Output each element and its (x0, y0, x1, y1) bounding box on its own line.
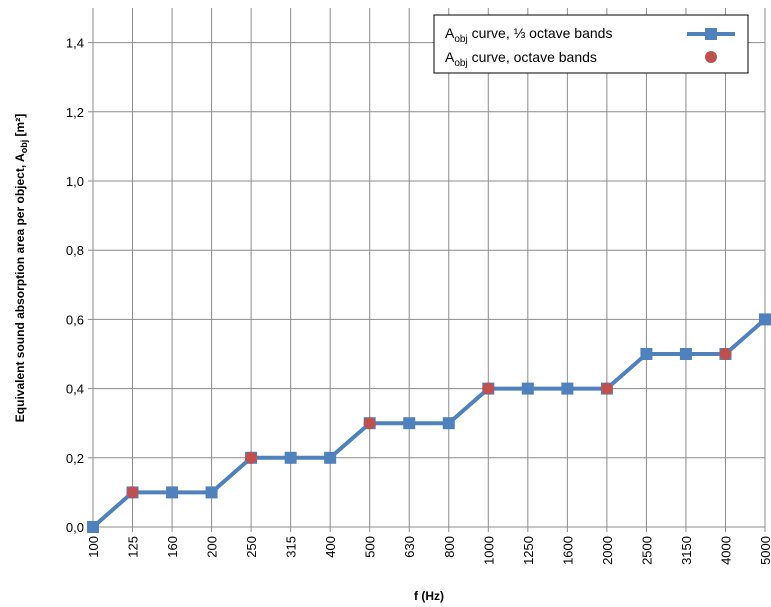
third-octave-marker (521, 382, 534, 395)
y-tick-labels: 0,0 0,2 0,4 0,6 0,8 1,0 1,2 1,4 (66, 36, 84, 535)
x-tick-label: 200 (205, 536, 220, 558)
x-tick-label: 500 (363, 536, 378, 558)
third-octave-marker (561, 382, 574, 395)
y-tick-label: 1,0 (66, 174, 84, 189)
x-tick-label: 1250 (521, 536, 536, 565)
x-axis-title: f (Hz) (414, 589, 444, 603)
x-tick-labels: 100 125 160 200 250 315 400 500 630 800 1000 1250 16… (86, 536, 771, 565)
y-tick-label: 0,2 (66, 451, 84, 466)
third-octave-marker (759, 313, 771, 326)
third-octave-marker (205, 486, 218, 499)
legend: Aobj curve, ⅓ octave bands Aobj curve, o… (433, 14, 749, 74)
legend-1-rest: curve, ⅓ octave bands (468, 25, 613, 41)
octave-marker (126, 486, 139, 499)
grid (93, 8, 766, 527)
legend-marker-third-octave (705, 28, 717, 40)
legend-2-rest: curve, octave bands (468, 49, 597, 65)
legend-marker-octave (705, 51, 717, 63)
y-tick-label: 1,4 (66, 36, 84, 51)
y-tick-label: 0,0 (66, 520, 84, 535)
x-tick-label: 100 (86, 536, 101, 558)
x-tick-label: 800 (442, 536, 457, 558)
y-tick-label: 0,4 (66, 382, 84, 397)
axes (88, 8, 766, 532)
legend-entry-third-octave: Aobj curve, ⅓ octave bands (445, 25, 612, 45)
series-layer (87, 313, 771, 533)
y-tick-label: 0,8 (66, 243, 84, 258)
series-third-octave-line (91, 317, 767, 529)
third-octave-marker (166, 486, 179, 499)
x-tick-label: 160 (165, 536, 180, 558)
legend-1-sub: obj (454, 34, 467, 45)
x-tick-label: 4000 (718, 536, 733, 565)
x-tick-label: 3150 (679, 536, 694, 565)
x-tick-label: 1000 (481, 536, 496, 565)
y-axis-title: Equivalent sound absorption area per obj… (13, 114, 29, 422)
third-octave-marker (640, 348, 653, 360)
legend-1-main: A (445, 25, 455, 41)
x-tick-label: 2000 (600, 536, 615, 565)
x-tick-label: 400 (323, 536, 338, 558)
x-tick-label: 250 (244, 536, 259, 558)
y-tick-label: 1,2 (66, 105, 84, 120)
third-octave-marker (442, 417, 455, 430)
third-octave-marker (87, 521, 99, 533)
octave-marker (719, 348, 732, 360)
legend-box (433, 14, 749, 74)
octave-marker (482, 382, 495, 395)
third-octave-marker (324, 451, 337, 464)
third-octave-marker (679, 348, 692, 360)
third-octave-marker (403, 417, 416, 430)
third-octave-marker (284, 451, 297, 464)
legend-2-main: A (445, 49, 455, 65)
legend-2-sub: obj (454, 58, 467, 69)
y-axis-title-main: Equivalent sound absorption area per obj… (13, 153, 27, 422)
x-tick-label: 5000 (758, 536, 771, 565)
legend-entry-octave: Aobj curve, octave bands (445, 49, 597, 69)
y-axis-title-rest: [m²] (13, 114, 27, 140)
x-tick-label: 125 (126, 536, 141, 558)
x-tick-label: 1600 (560, 536, 575, 565)
octave-marker (245, 451, 258, 464)
y-tick-label: 0,6 (66, 312, 84, 327)
x-tick-label: 2500 (639, 536, 654, 565)
octave-marker (600, 382, 613, 395)
x-tick-label: 315 (284, 536, 299, 558)
octave-marker (363, 417, 376, 430)
y-axis-title-sub: obj (19, 140, 29, 154)
x-tick-label: 630 (402, 536, 417, 558)
